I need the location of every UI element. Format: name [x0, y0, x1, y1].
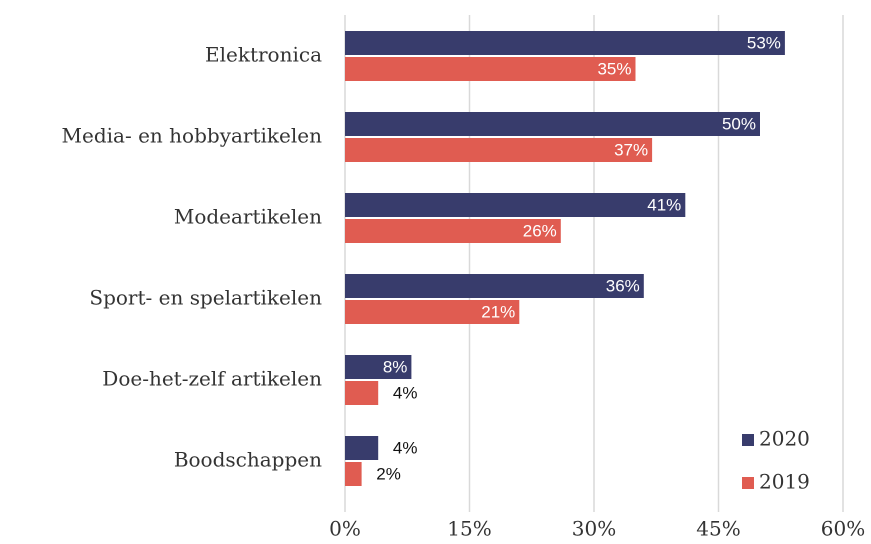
bar: [345, 138, 653, 162]
bar: [345, 355, 412, 379]
bar: [345, 462, 362, 486]
data-label: 26%: [523, 221, 557, 240]
x-tick-label: 60%: [821, 517, 865, 541]
y-tick-label: Media- en hobbyartikelen: [62, 124, 323, 148]
data-label: 4%: [393, 383, 418, 402]
data-label: 4%: [393, 438, 418, 457]
data-label: 21%: [481, 302, 515, 321]
legend-label: 2019: [759, 470, 810, 494]
bar: [345, 274, 644, 298]
legend-swatch: [742, 434, 754, 446]
y-tick-label: Modeartikelen: [174, 205, 322, 229]
y-tick-label: Doe-het-zelf artikelen: [102, 367, 322, 391]
x-tick-label: 0%: [329, 517, 361, 541]
data-label: 41%: [647, 195, 681, 214]
bar: [345, 300, 520, 324]
data-label: 37%: [614, 140, 648, 159]
data-label: 8%: [383, 357, 408, 376]
bar: [345, 31, 785, 55]
data-label: 35%: [597, 59, 631, 78]
data-label: 50%: [722, 114, 756, 133]
x-tick-label: 45%: [696, 517, 740, 541]
bar: [345, 436, 379, 460]
legend-label: 2020: [759, 427, 810, 451]
x-tick-label: 30%: [572, 517, 616, 541]
bar: [345, 193, 686, 217]
bar: [345, 112, 760, 136]
data-label: 36%: [606, 276, 640, 295]
bar: [345, 381, 379, 405]
y-tick-label: Elektronica: [205, 43, 322, 67]
y-tick-label: Sport- en spelartikelen: [89, 286, 322, 310]
bar: [345, 57, 636, 81]
legend-swatch: [742, 477, 754, 489]
data-label: 2%: [376, 464, 401, 483]
data-label: 53%: [747, 33, 781, 52]
y-tick-label: Boodschappen: [174, 448, 322, 472]
bar: [345, 219, 561, 243]
x-tick-label: 15%: [447, 517, 491, 541]
